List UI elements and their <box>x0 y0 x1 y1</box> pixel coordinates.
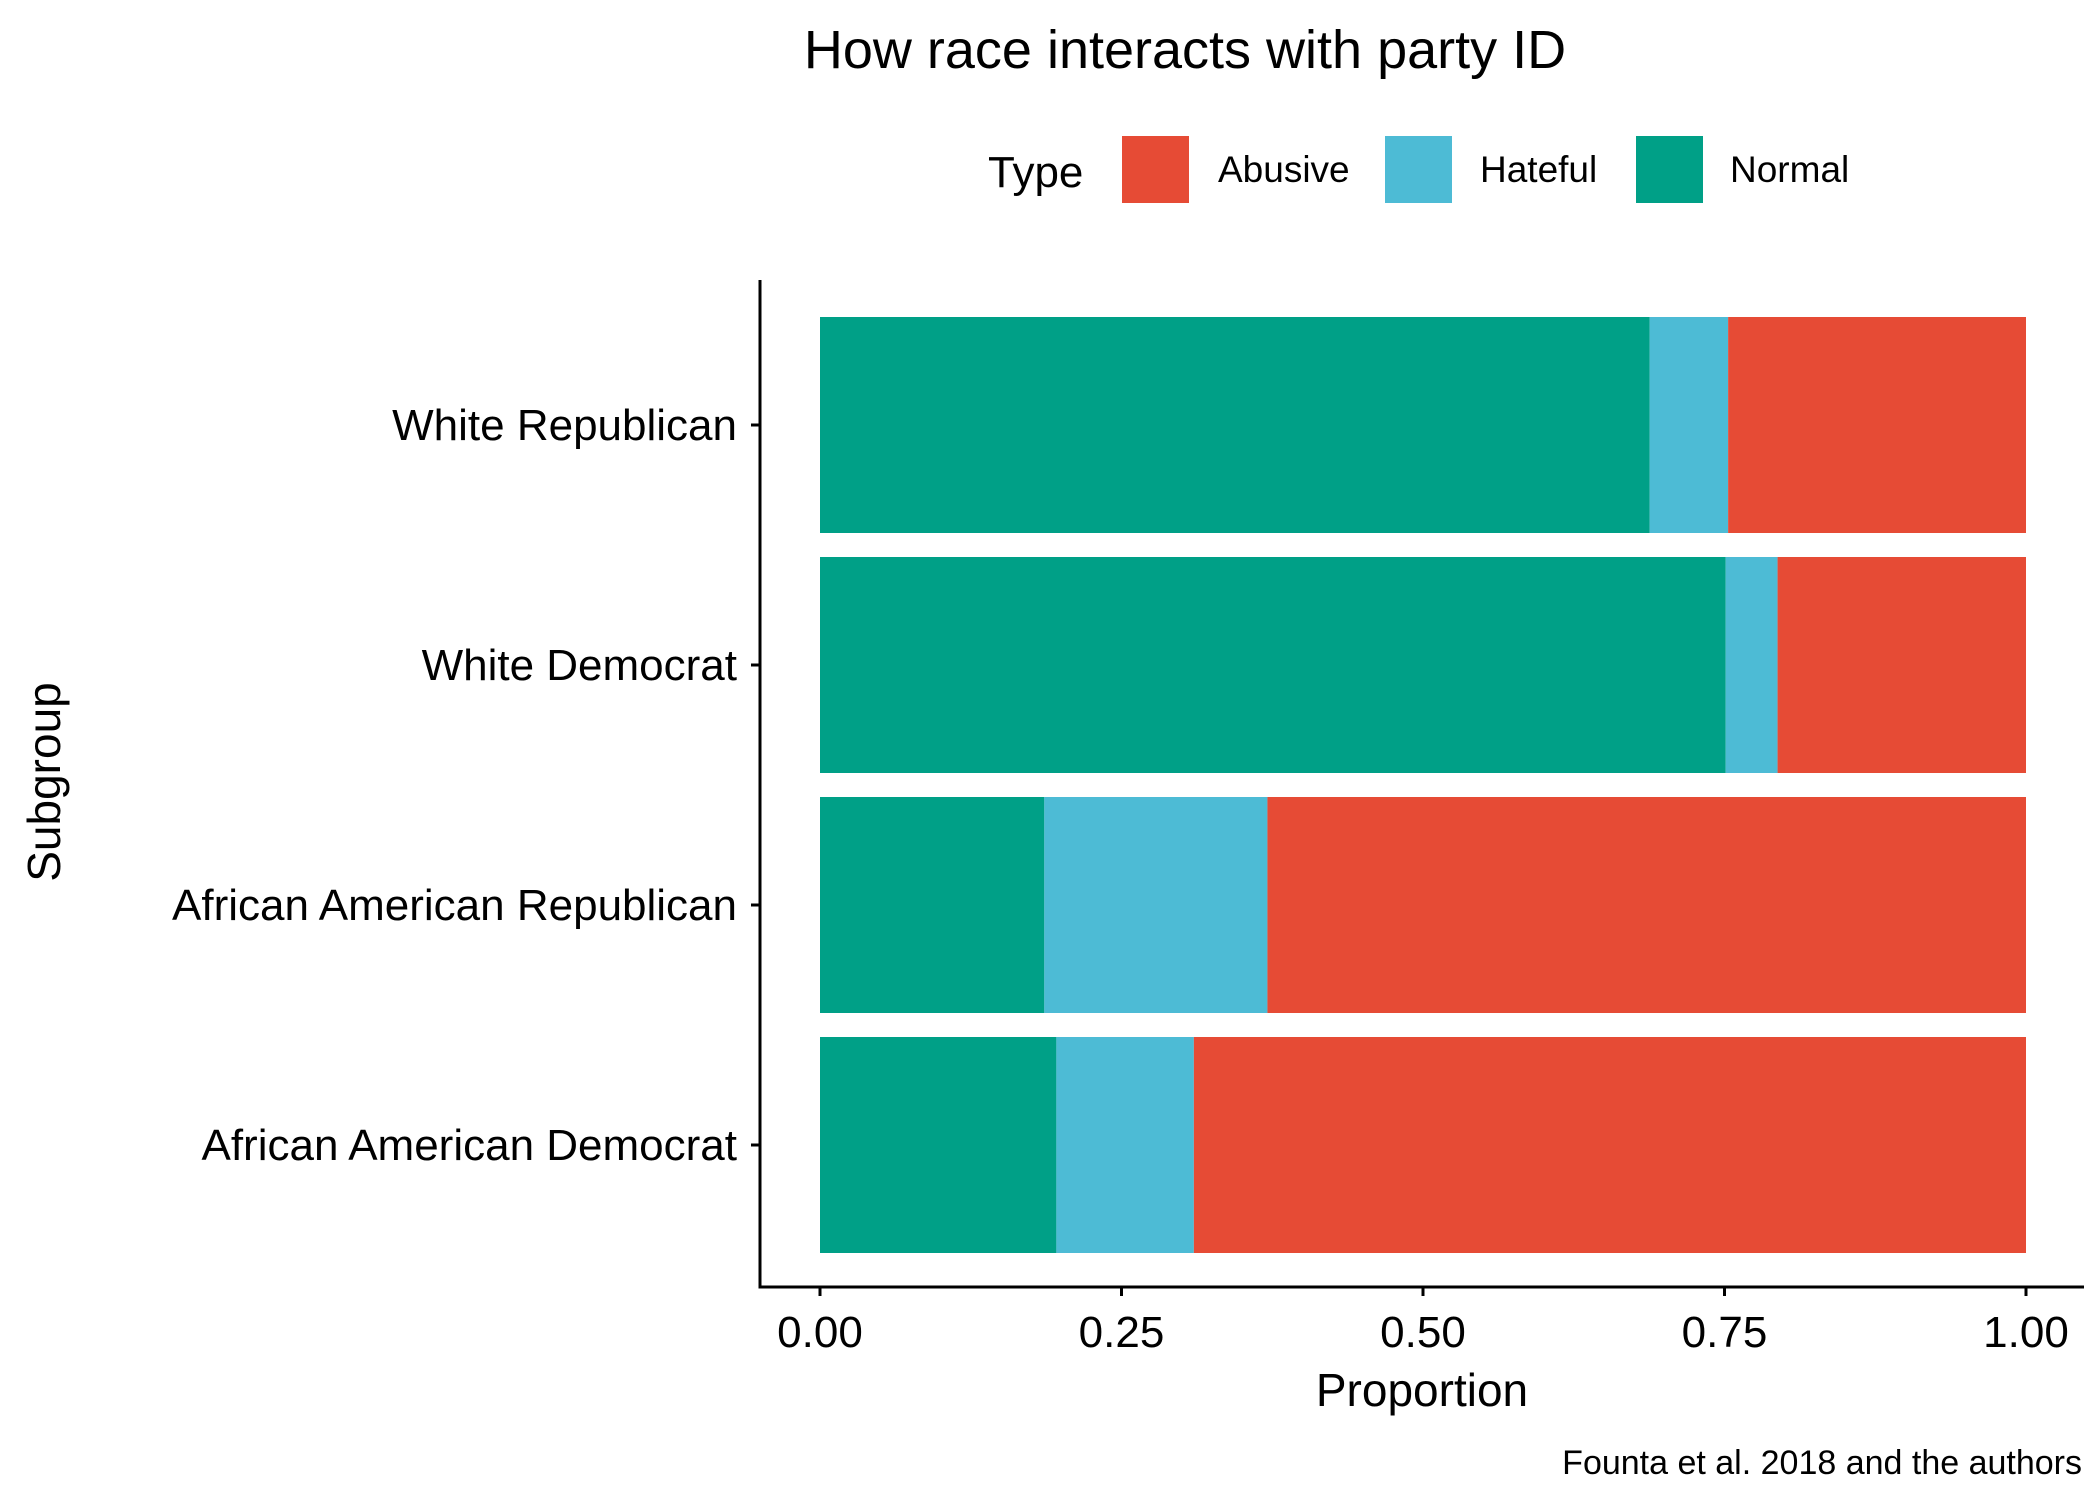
legend-label-hateful: Hateful <box>1480 149 1597 190</box>
legend-label-normal: Normal <box>1730 149 1849 190</box>
bar-group-african-american-democrat <box>820 1037 2026 1253</box>
bars <box>820 317 2026 1253</box>
bar-white-democrat-hateful <box>1725 557 1778 773</box>
x-tick-label: 0.25 <box>1079 1308 1165 1357</box>
bar-group-african-american-republican <box>820 797 2026 1013</box>
bar-african-american-democrat-normal <box>820 1037 1057 1253</box>
bar-african-american-republican-abusive <box>1267 797 2026 1013</box>
y-tick-label: African American Democrat <box>201 1121 737 1170</box>
x-tick-label: 0.50 <box>1380 1308 1466 1357</box>
bar-african-american-republican-hateful <box>1044 797 1268 1013</box>
bar-white-republican-abusive <box>1728 317 2026 533</box>
y-tick-label: White Republican <box>392 401 737 450</box>
bar-white-democrat-abusive <box>1777 557 2026 773</box>
caption: Founta et al. 2018 and the authors <box>1562 1444 2082 1482</box>
legend-label-abusive: Abusive <box>1218 149 1350 190</box>
legend-swatch-abusive <box>1122 136 1189 203</box>
chart-title: How race interacts with party ID <box>804 20 1566 80</box>
y-axis-title: Subgroup <box>18 682 70 882</box>
x-tick-label: 1.00 <box>1983 1308 2069 1357</box>
y-tick-label: White Democrat <box>422 641 737 690</box>
x-axis-ticks: 0.00 0.25 0.50 0.75 1.00 <box>777 1287 2069 1357</box>
x-axis-title: Proportion <box>1316 1364 1528 1416</box>
x-tick-label: 0.00 <box>777 1308 863 1357</box>
bar-group-white-democrat <box>820 557 2026 773</box>
bar-white-republican-hateful <box>1649 317 1729 533</box>
bar-african-american-democrat-abusive <box>1193 1037 2026 1253</box>
bar-group-white-republican <box>820 317 2026 533</box>
bar-white-republican-normal <box>820 317 1650 533</box>
bar-african-american-republican-normal <box>820 797 1045 1013</box>
legend: Type Abusive Hateful Normal <box>988 136 1849 203</box>
y-tick-label: African American Republican <box>172 881 737 930</box>
y-axis-ticks: White Republican White Democrat African Am… <box>172 401 760 1170</box>
legend-swatch-normal <box>1636 136 1703 203</box>
bar-white-democrat-normal <box>820 557 1726 773</box>
legend-title: Type <box>988 148 1083 197</box>
x-tick-label: 0.75 <box>1682 1308 1768 1357</box>
bar-african-american-democrat-hateful <box>1056 1037 1194 1253</box>
legend-swatch-hateful <box>1385 136 1452 203</box>
